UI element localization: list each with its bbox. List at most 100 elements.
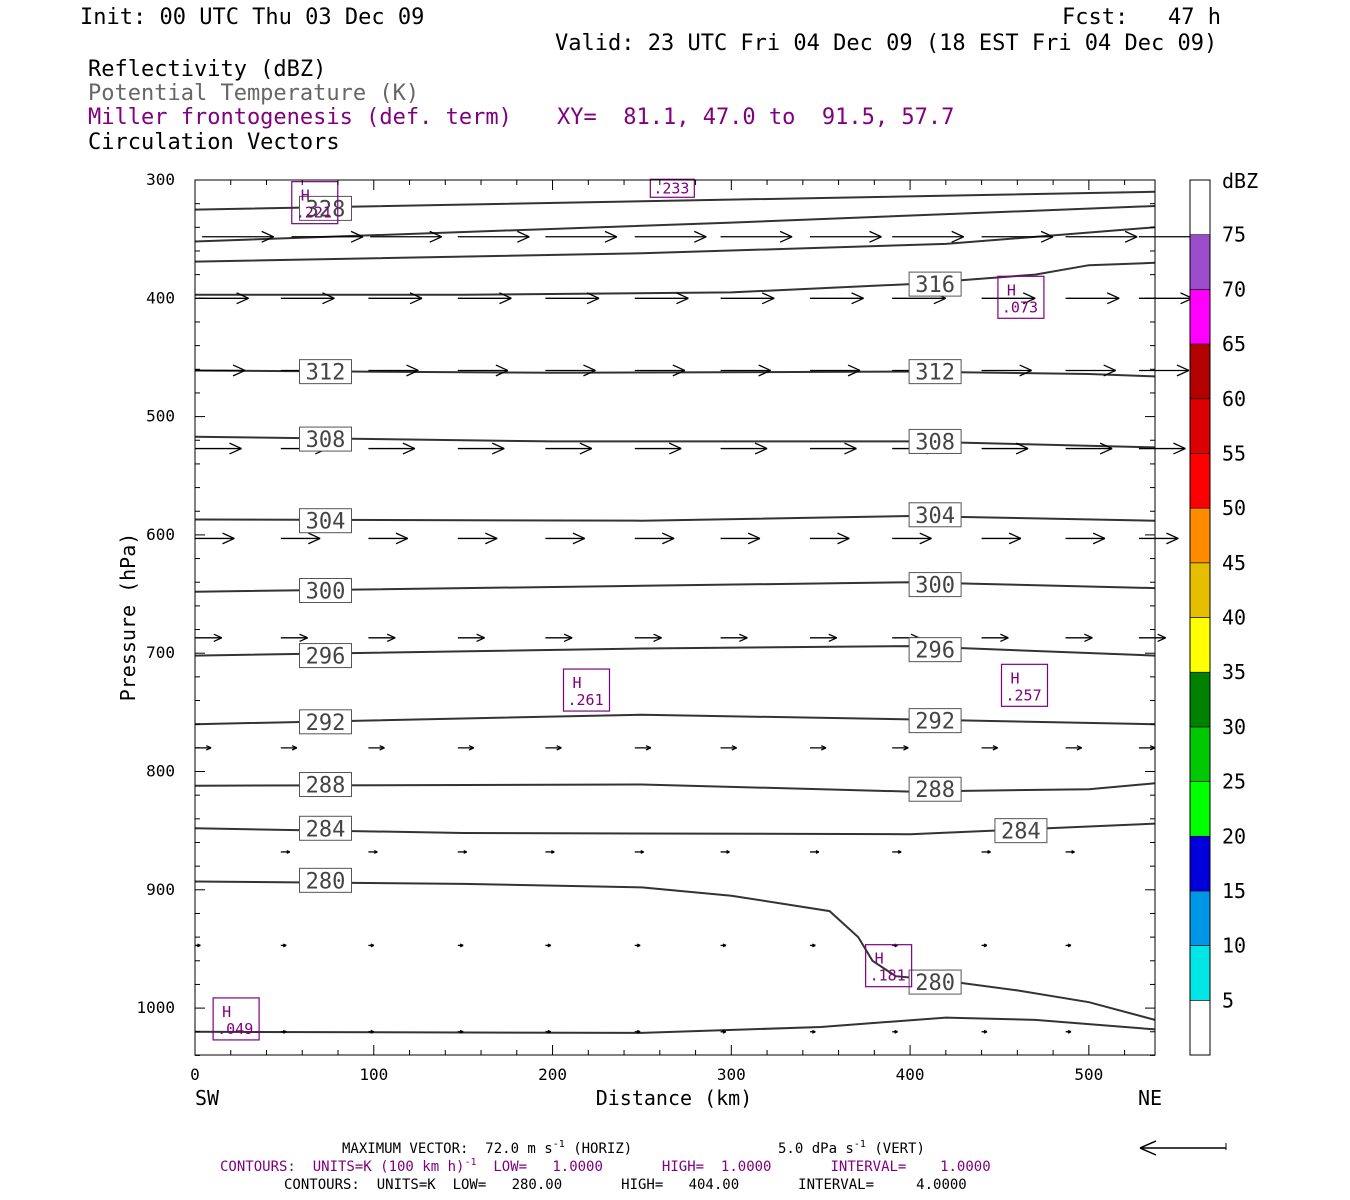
colorbar-level: 55 xyxy=(1222,441,1246,465)
vector-head xyxy=(386,633,396,643)
circulation-vector xyxy=(457,292,512,305)
vector-head xyxy=(402,442,416,455)
y-tick-label: 800 xyxy=(146,762,175,781)
circulation-vector xyxy=(634,850,644,854)
vector-head xyxy=(547,1029,552,1034)
max-value: .221 xyxy=(296,204,332,222)
vector-head xyxy=(282,1029,287,1034)
circulation-vector xyxy=(720,850,730,854)
contour-label-box xyxy=(908,776,962,802)
colorbar-level: 65 xyxy=(1222,332,1246,356)
x-tick-label: 0 xyxy=(190,1065,200,1084)
max-value: .049 xyxy=(217,1020,253,1038)
vector-head xyxy=(1157,633,1166,643)
circulation-vector xyxy=(280,943,287,948)
contour-label-box xyxy=(299,867,353,893)
vector-head xyxy=(205,745,212,751)
x-axis-label: Distance (km) xyxy=(596,1086,753,1110)
vector-head xyxy=(722,943,727,948)
contour-label-box xyxy=(908,428,962,454)
circulation-vector xyxy=(720,292,775,305)
vector-head xyxy=(370,943,375,948)
colorbar-level: 70 xyxy=(1222,277,1246,301)
vector-head xyxy=(551,850,555,854)
vector-head xyxy=(636,1029,641,1034)
theta-contour-292 xyxy=(194,713,1156,726)
max-label: H xyxy=(1010,669,1019,687)
colorbar-swatch xyxy=(1189,835,1211,892)
circulation-vector xyxy=(892,532,932,545)
vector-head xyxy=(583,364,596,377)
circulation-vector xyxy=(545,532,585,545)
colorbar-frame xyxy=(1189,179,1211,1056)
theta-contour-280 xyxy=(194,880,1156,1021)
reference-arrow xyxy=(1139,1140,1227,1156)
vector-head xyxy=(495,364,509,377)
vector-head xyxy=(1019,364,1032,377)
contour-label: 280 xyxy=(915,971,955,996)
vector-head xyxy=(350,230,364,243)
vector-head xyxy=(1076,745,1082,751)
vector-head xyxy=(722,1029,727,1034)
circulation-vector xyxy=(368,292,423,305)
vector-head xyxy=(672,364,686,377)
vector-head xyxy=(726,850,730,854)
y-tick-label: 700 xyxy=(146,643,175,662)
circulation-vector xyxy=(370,230,442,243)
circulation-vector xyxy=(720,442,768,455)
vector-head xyxy=(1166,532,1179,545)
vector-head xyxy=(459,943,464,948)
vector-head xyxy=(676,292,689,305)
vector-head xyxy=(322,292,335,305)
circulation-vector xyxy=(1138,364,1190,377)
circulation-vector xyxy=(892,230,964,243)
circulation-vector xyxy=(634,292,689,305)
vector-head xyxy=(815,850,820,854)
vector-head xyxy=(653,633,662,643)
y-tick-label: 500 xyxy=(146,407,175,426)
vector-head xyxy=(894,1029,898,1034)
colorbar-swatch xyxy=(1189,781,1211,837)
circulation-vector xyxy=(457,1029,464,1034)
max-box xyxy=(649,178,695,198)
circulation-vector xyxy=(1065,943,1072,948)
circulation-vector xyxy=(809,532,850,545)
contour-label-box xyxy=(299,426,353,452)
vector-head xyxy=(604,230,618,243)
vector-head xyxy=(828,633,838,643)
frontogenesis-max: H.257 xyxy=(1000,663,1049,707)
contour-label: 304 xyxy=(915,504,955,529)
colorbar-swatch xyxy=(1189,289,1211,345)
frontogenesis-max: H.181 xyxy=(865,944,913,988)
circulation-vector xyxy=(368,633,396,643)
colorbar-level: 45 xyxy=(1222,551,1246,575)
vector-head xyxy=(429,230,442,243)
max-value: .073 xyxy=(1002,298,1038,316)
contour-label-box xyxy=(299,578,353,604)
circulation-vector xyxy=(981,850,991,854)
circulation-vector xyxy=(809,850,820,854)
circulation-vector xyxy=(1065,230,1138,243)
circulation-vector xyxy=(809,633,838,643)
circulation-vector xyxy=(1138,442,1186,455)
vector-head xyxy=(499,292,512,305)
colorbar-swatch xyxy=(1189,453,1211,509)
theta-contour-320 xyxy=(194,226,1156,263)
circulation-vector xyxy=(457,850,467,854)
circulation-vector xyxy=(981,532,1022,545)
circulation-vector xyxy=(981,745,998,751)
colorbar-swatch xyxy=(1189,671,1211,728)
x-tick-label: 100 xyxy=(359,1065,388,1084)
vector-head xyxy=(236,292,249,305)
colorbar-swatch xyxy=(1189,890,1211,946)
y-tick-label: 900 xyxy=(146,880,175,899)
y-tick-label: 400 xyxy=(146,288,175,307)
contour-label: 292 xyxy=(915,710,955,735)
vector-head xyxy=(636,943,641,948)
x-tick-label: 300 xyxy=(717,1065,746,1084)
circulation-vector xyxy=(368,364,419,377)
circulation-vector xyxy=(368,850,378,854)
circulation-vector xyxy=(280,292,335,305)
vector-head xyxy=(492,442,505,455)
